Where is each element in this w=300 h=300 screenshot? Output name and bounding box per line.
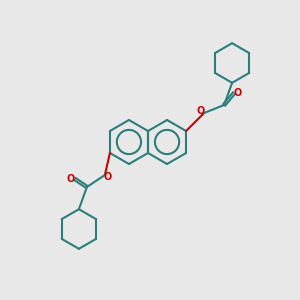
Text: O: O: [67, 174, 75, 184]
Text: O: O: [104, 172, 112, 182]
Text: O: O: [197, 106, 205, 116]
Text: O: O: [234, 88, 242, 98]
